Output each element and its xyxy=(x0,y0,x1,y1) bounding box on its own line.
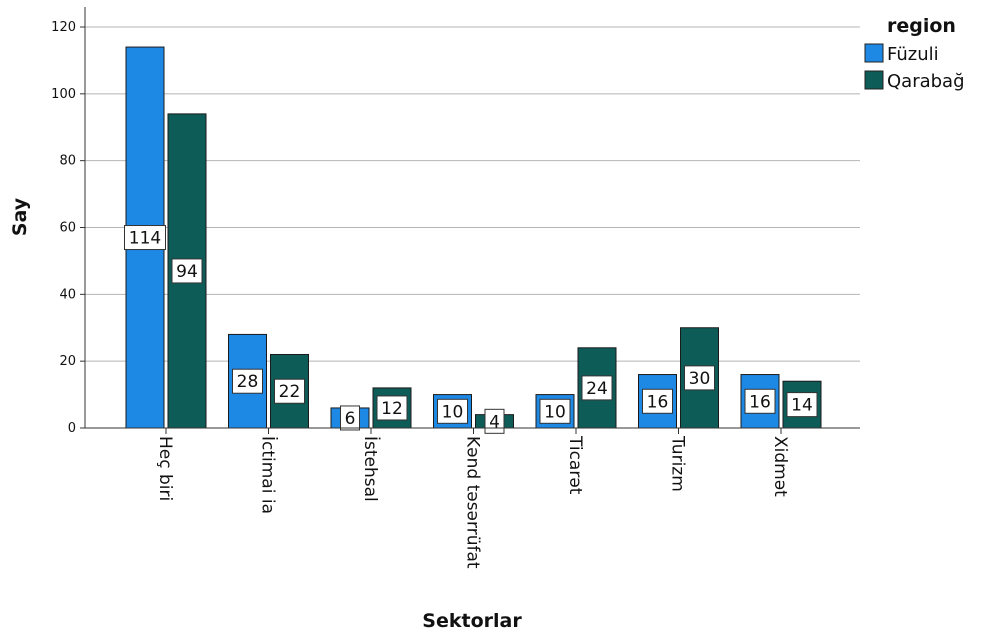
data-label-box xyxy=(581,375,613,401)
data-label: 24 xyxy=(586,379,608,399)
data-label-box xyxy=(124,225,166,251)
data-label: 22 xyxy=(279,382,301,402)
x-category-label: Kənd təsərrüfat xyxy=(463,436,483,569)
y-tick-label: 80 xyxy=(59,154,76,169)
legend-label-qarabag: Qarabağ xyxy=(887,71,965,92)
data-label-box xyxy=(376,395,408,421)
data-label-box xyxy=(232,368,263,394)
y-tick-label: 120 xyxy=(51,20,76,35)
grid-lines xyxy=(85,26,860,362)
data-label: 10 xyxy=(544,402,566,422)
data-label-box xyxy=(744,388,776,414)
data-label: 28 xyxy=(237,372,259,392)
data-label-box xyxy=(437,398,468,424)
data-label: 94 xyxy=(176,262,198,282)
x-axis-categories: Heç biri İctimai ia İstehsal Kənd təsərrüfa… xyxy=(155,428,790,569)
legend-swatch-fuzuli xyxy=(864,43,884,63)
y-axis-ticks: 0 20 40 60 80 100 120 xyxy=(51,20,85,436)
data-label-box xyxy=(484,408,505,434)
data-label: 10 xyxy=(442,402,464,422)
y-tick-label: 0 xyxy=(68,421,76,436)
legend-title: region xyxy=(887,15,956,37)
legend-swatch-qarabag xyxy=(864,70,884,90)
bars xyxy=(125,46,822,429)
data-label: 16 xyxy=(749,392,771,412)
data-label: 30 xyxy=(689,369,711,389)
data-label-box xyxy=(786,392,818,418)
y-tick-label: 40 xyxy=(59,287,76,302)
y-tick-label: 60 xyxy=(59,221,76,236)
x-category-label: Ticarət xyxy=(565,435,585,495)
data-label-box xyxy=(684,365,715,391)
legend: region Füzuli Qarabağ xyxy=(864,15,965,92)
legend-label-fuzuli: Füzuli xyxy=(887,44,939,65)
x-category-label: Heç biri xyxy=(155,436,175,501)
y-tick-label: 20 xyxy=(59,354,76,369)
data-label: 6 xyxy=(345,409,356,429)
x-category-label: Xidmət xyxy=(770,436,790,497)
x-axis-title: Sektorlar xyxy=(422,610,522,632)
data-label: 12 xyxy=(381,399,403,419)
data-label-box xyxy=(274,378,305,404)
data-label: 4 xyxy=(489,412,500,432)
x-category-label: İctimai ia xyxy=(258,436,279,514)
data-label: 14 xyxy=(791,396,813,416)
x-category-label: Turizm xyxy=(668,435,688,492)
y-tick-label: 100 xyxy=(51,87,76,102)
data-labels: 114 94 28 22 6 12 10 4 10 24 16 30 16 14 xyxy=(124,225,818,434)
data-label-box xyxy=(539,398,571,424)
data-label: 16 xyxy=(647,392,669,412)
x-category-label: İstehsal xyxy=(360,436,381,502)
data-label-box xyxy=(171,258,203,284)
y-axis-title: Say xyxy=(9,197,31,236)
data-label-box xyxy=(642,388,673,414)
data-label: 114 xyxy=(129,229,161,249)
data-label-box xyxy=(340,405,360,431)
